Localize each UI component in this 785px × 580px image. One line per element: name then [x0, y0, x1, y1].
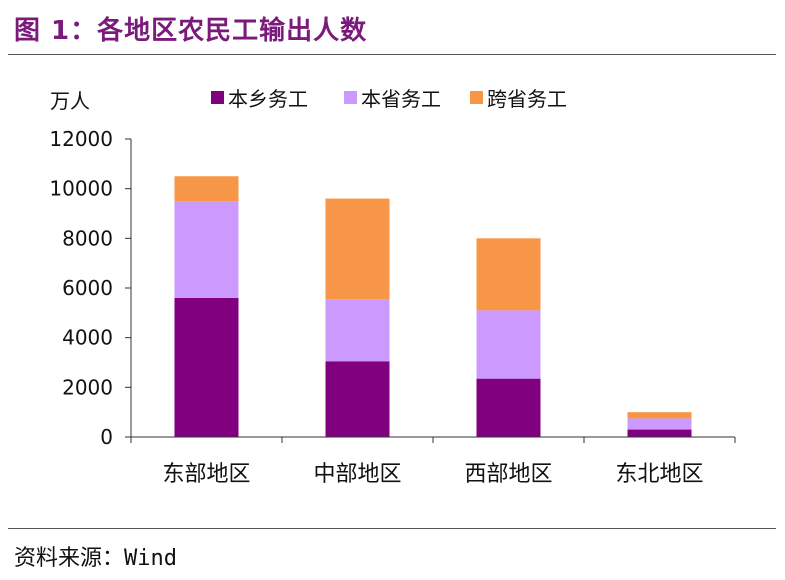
bar-东部地区-跨省务工	[174, 176, 239, 202]
y-tick-label: 6000	[62, 276, 113, 300]
legend-swatch-跨省务工	[470, 91, 483, 104]
bar-西部地区-跨省务工	[476, 238, 541, 311]
bars	[174, 176, 692, 437]
legend-label: 本省务工	[361, 87, 441, 111]
y-axis: 0 2000 4000 6000 8000 10000 12000	[49, 127, 132, 449]
legend: 本乡务工 本省务工 跨省务工	[211, 87, 567, 111]
top-divider	[8, 54, 776, 55]
bar-东北地区-本省务工	[627, 418, 692, 430]
x-tick-label: 中部地区	[313, 462, 401, 487]
y-tick-label: 2000	[62, 375, 113, 399]
x-tick-label: 东部地区	[162, 462, 250, 487]
x-tick-label: 西部地区	[464, 462, 552, 487]
bar-东部地区-本省务工	[174, 201, 239, 298]
bar-中部地区-本省务工	[325, 299, 390, 362]
y-tick-label: 8000	[62, 226, 113, 250]
bar-中部地区-跨省务工	[325, 198, 390, 300]
y-tick-label: 12000	[49, 127, 113, 151]
legend-label: 跨省务工	[487, 87, 567, 111]
legend-swatch-本省务工	[344, 91, 357, 104]
y-tick-label: 0	[100, 425, 113, 449]
y-tick-label: 10000	[49, 177, 113, 201]
figure-title: 图 1：各地区农民工输出人数	[14, 16, 368, 46]
bar-东北地区-跨省务工	[627, 412, 692, 419]
source-note: 资料来源：Wind	[14, 546, 177, 571]
legend-swatch-本乡务工	[211, 91, 224, 104]
y-axis-unit-label: 万人	[50, 89, 90, 113]
bar-中部地区-本乡务工	[325, 361, 390, 437]
bottom-divider	[8, 528, 776, 529]
bar-西部地区-本乡务工	[476, 378, 541, 437]
legend-label: 本乡务工	[228, 87, 308, 111]
bar-西部地区-本省务工	[476, 310, 541, 379]
y-tick-label: 4000	[62, 326, 113, 350]
bar-东部地区-本乡务工	[174, 297, 239, 437]
bar-东北地区-本乡务工	[627, 429, 692, 437]
x-tick-label: 东北地区	[615, 462, 703, 487]
x-axis: 东部地区 中部地区 西部地区 东北地区	[130, 436, 736, 487]
